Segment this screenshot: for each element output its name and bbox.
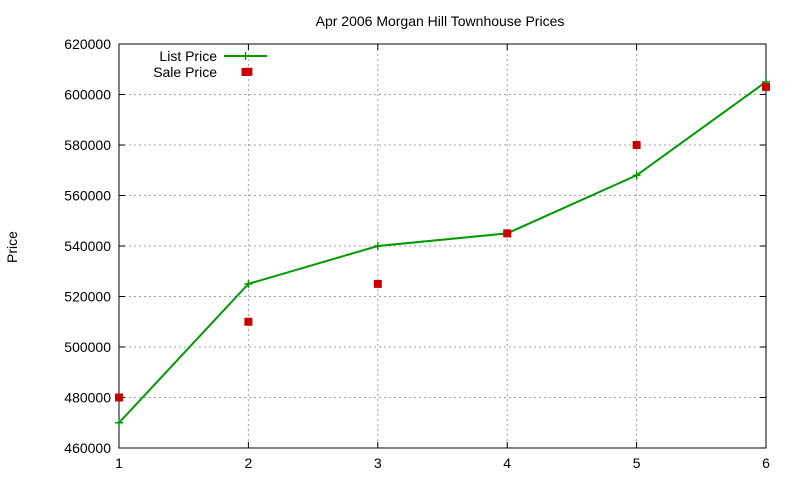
legend-label: List Price <box>159 48 217 64</box>
y-tick-label: 480000 <box>64 390 111 406</box>
x-tick-label: 2 <box>245 455 253 471</box>
x-tick-label: 3 <box>374 455 382 471</box>
sale-price-point <box>762 82 770 91</box>
legend-label: Sale Price <box>153 64 217 80</box>
y-tick-label: 600000 <box>64 87 111 103</box>
y-tick-label: 500000 <box>64 339 111 355</box>
y-axis-label: Price <box>4 231 20 263</box>
legend-square-swatch <box>241 68 250 76</box>
y-tick-label: 620000 <box>64 36 111 52</box>
x-tick-label: 1 <box>115 455 123 471</box>
y-tick-label: 560000 <box>64 188 111 204</box>
y-tick-label: 460000 <box>64 440 111 456</box>
y-tick-label: 540000 <box>64 238 111 254</box>
x-tick-label: 4 <box>503 455 511 471</box>
sale-price-point <box>632 141 641 149</box>
chart-title: Apr 2006 Morgan Hill Townhouse Prices <box>316 13 565 29</box>
list-price-point <box>373 242 382 250</box>
sale-price-point <box>115 393 123 402</box>
list-price-line <box>118 81 767 424</box>
plot-frame <box>118 43 767 449</box>
y-tick-label: 580000 <box>64 137 111 153</box>
y-tick-label: 520000 <box>64 289 111 305</box>
list-price-point <box>115 418 123 427</box>
list-price-point <box>632 171 641 180</box>
x-tick-label: 6 <box>762 455 770 471</box>
sale-price-point <box>503 229 512 238</box>
series-layer <box>115 67 770 427</box>
x-tick-label: 5 <box>633 455 641 471</box>
legend-plus-swatch <box>241 52 250 60</box>
axis-ticks: 1 2 3 4 5 6 460000 480000 500000 520000 540000 5600… <box>64 36 770 471</box>
sale-price-point <box>373 279 382 288</box>
list-price-point <box>244 279 253 288</box>
sale-price-point <box>244 317 253 326</box>
grid-lines <box>119 44 766 448</box>
